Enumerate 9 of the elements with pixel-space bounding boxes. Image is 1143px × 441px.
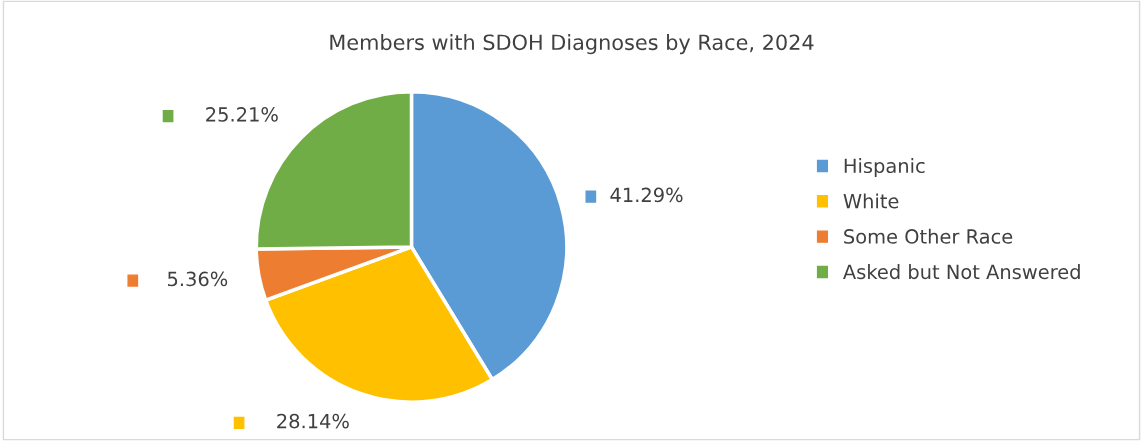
legend-label: Hispanic [844, 158, 925, 177]
data-label: 5.36% [168, 271, 228, 287]
legend-label: White [843, 193, 899, 209]
legend-label: Asked but Not Answered [843, 264, 1080, 280]
data-label: 25.21% [206, 107, 278, 122]
legend-label: Some Other Race [844, 228, 1013, 244]
chart-title: Members with SDOH Diagnoses by Race, 2024 [330, 34, 814, 55]
data-label: 41.29% [610, 187, 683, 203]
data-label: 28.14% [277, 413, 349, 429]
